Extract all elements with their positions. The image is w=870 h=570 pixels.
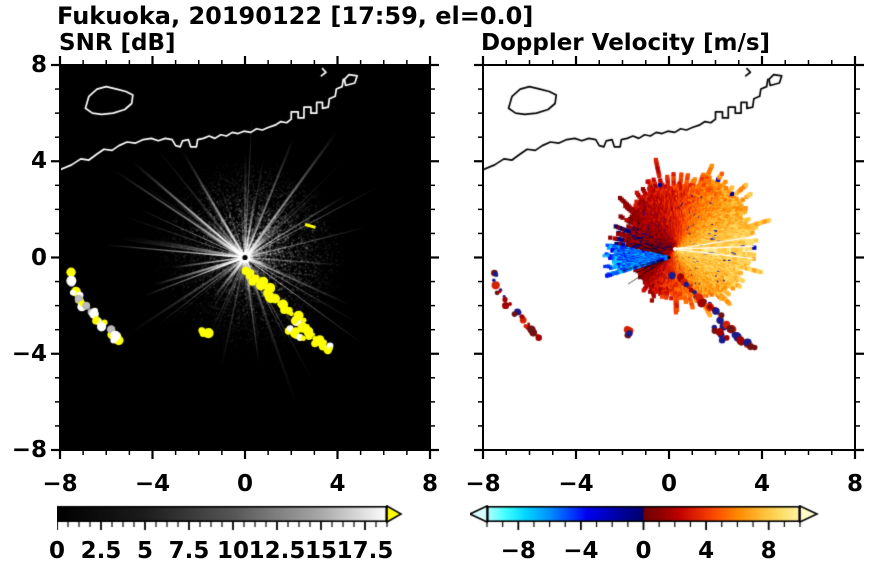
snr-x-tick-label: −4: [134, 471, 171, 497]
y-tick-label: 0: [30, 244, 47, 271]
doppler-colorbar-label: 8: [760, 538, 777, 564]
snr-colorbar-label: 15: [304, 538, 338, 564]
y-tick-label: 8: [30, 52, 47, 78]
snr-x-tick-label: 0: [236, 471, 254, 497]
doppler-x-tick-label: 0: [660, 471, 678, 497]
doppler-ppi-image: [483, 65, 855, 450]
snr-colorbar-label: 7.5: [168, 538, 210, 564]
snr-x-tick-label: −8: [42, 471, 78, 497]
doppler-colorbar-label: 0: [635, 538, 652, 564]
doppler-x-tick-label: −4: [558, 471, 594, 497]
snr-x-tick-label: 4: [329, 471, 346, 497]
doppler-panel-label: Doppler Velocity [m/s]: [481, 30, 771, 56]
y-tick-label: −4: [11, 340, 47, 367]
snr-x-tick-label: 8: [421, 471, 439, 497]
snr-ppi-image: [60, 65, 430, 450]
snr-colorbar-label: 2.5: [80, 538, 122, 564]
snr-colorbar-label: 10: [216, 538, 250, 564]
doppler-colorbar-label: 4: [698, 538, 715, 564]
snr-colorbar-label: 5: [136, 538, 154, 564]
doppler-x-tick-label: 4: [753, 471, 771, 497]
y-tick-label: −8: [11, 437, 47, 463]
figure-title: Fukuoka, 20190122 [17:59, el=0.0]: [57, 2, 534, 30]
snr-colorbar: [57, 505, 403, 535]
snr-panel-label: SNR [dB]: [59, 30, 176, 56]
snr-colorbar-label: 0: [48, 538, 66, 564]
doppler-colorbar: [470, 505, 819, 535]
doppler-colorbar-label: −4: [563, 538, 599, 564]
doppler-x-tick-label: −8: [465, 471, 501, 497]
snr-colorbar-label: 17.5: [336, 538, 394, 564]
doppler-colorbar-label: −8: [500, 538, 536, 564]
doppler-x-tick-label: 8: [846, 471, 864, 497]
snr-colorbar-label: 12.5: [248, 538, 306, 564]
y-tick-label: 4: [30, 148, 47, 175]
